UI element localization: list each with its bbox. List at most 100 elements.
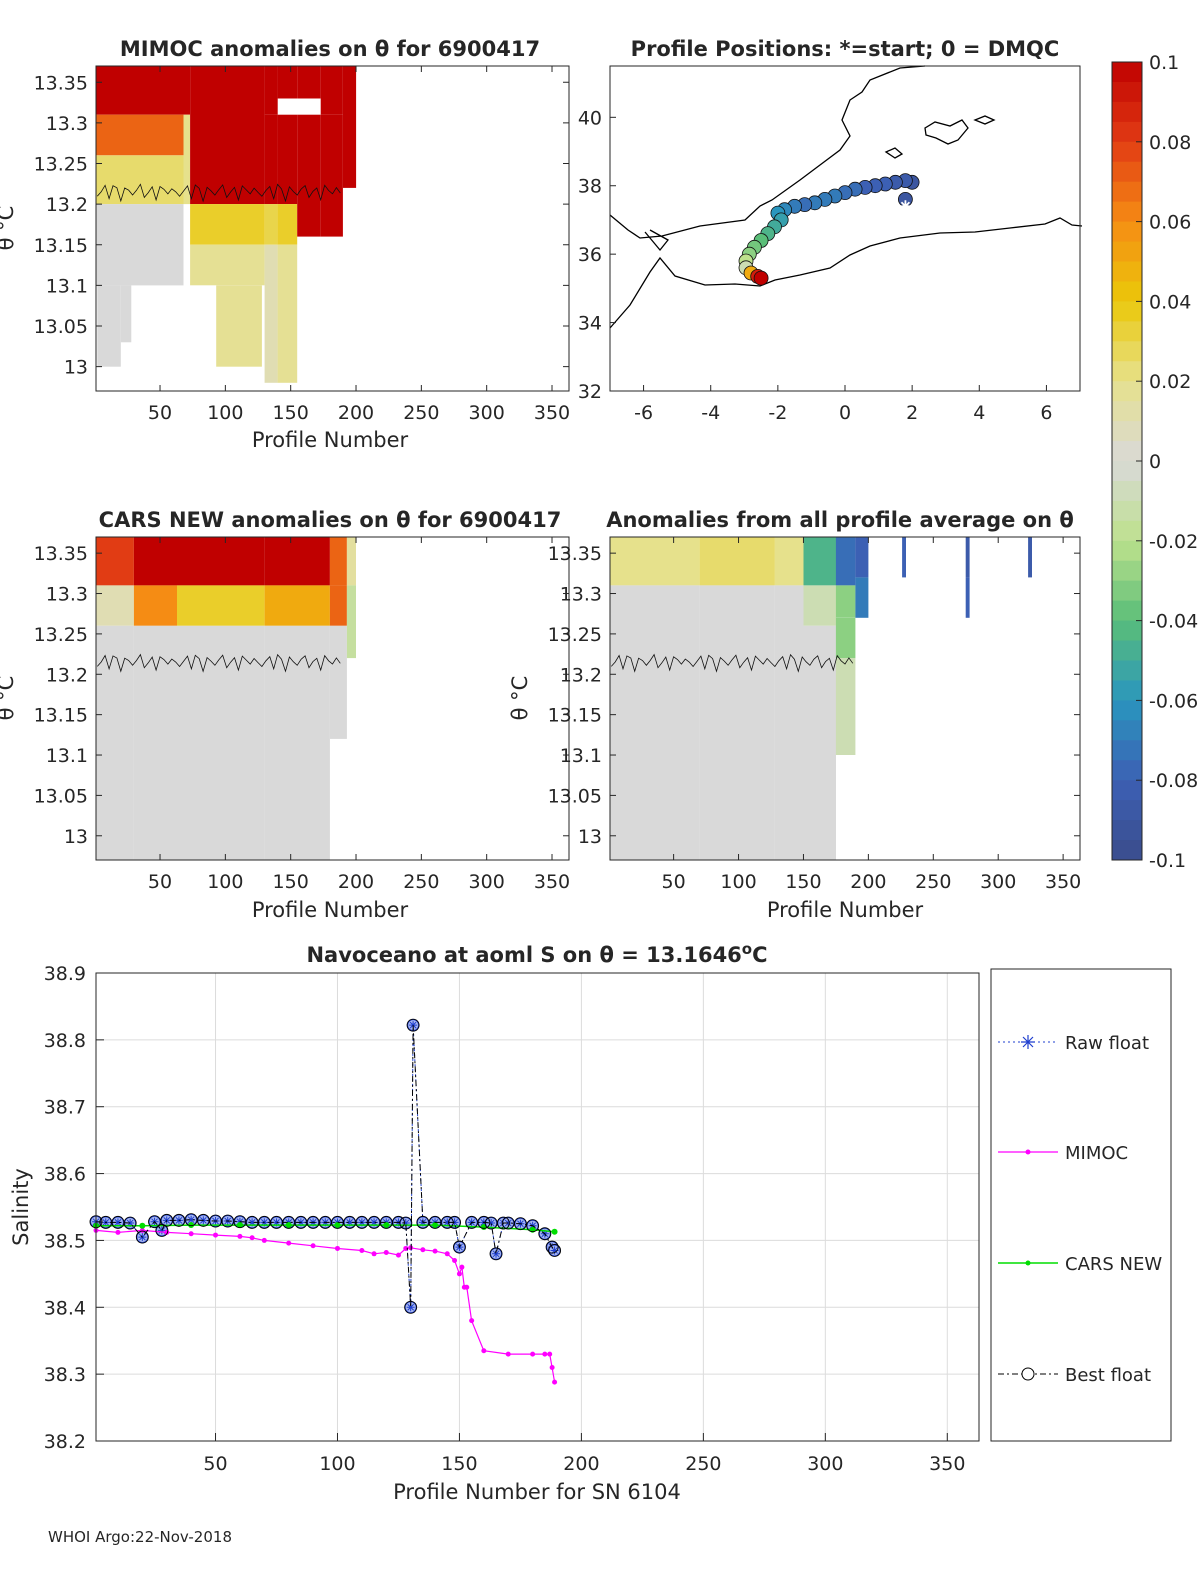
- positions-panel-title: Profile Positions: *=start; 0 = DMQC: [631, 37, 1060, 61]
- best-float-point: [548, 1244, 562, 1257]
- colorbar-cell: [1112, 480, 1142, 502]
- mimoc-point: [237, 1233, 243, 1239]
- profile-average-xtick-label: 50: [662, 871, 686, 893]
- legend-raw-float-label: Raw float: [1065, 1033, 1149, 1054]
- colorbar-tick-label: -0.1: [1149, 850, 1186, 872]
- island-ibiza: [884, 147, 904, 159]
- cars-xtick-label: 100: [207, 871, 243, 893]
- salinity-xtick-label: 300: [807, 1453, 843, 1475]
- mimoc-xtick-label: 300: [469, 402, 505, 424]
- best-float-point: [538, 1227, 552, 1241]
- mimoc-cell: [190, 204, 265, 245]
- best-float-point: [513, 1217, 527, 1231]
- raw-float-star: [450, 1218, 459, 1227]
- colorbar: 0.1 0.08 0.06 0.04 0.02 0 -0.02 -0.04 -0.06 -0.08…: [1111, 52, 1198, 872]
- raw-float-star: [370, 1218, 379, 1227]
- salinity-ytick-label: 38.8: [44, 1030, 86, 1052]
- mimoc-point: [456, 1271, 462, 1277]
- mimoc-panel-title: MIMOC anomalies on θ for 6900417: [120, 37, 540, 61]
- raw-float-star: [492, 1249, 501, 1258]
- colorbar-cell: [1112, 540, 1142, 562]
- cars-new-point: [188, 1222, 195, 1229]
- mimoc-point: [552, 1379, 558, 1385]
- cars-cell: [133, 585, 177, 626]
- colorbar-cell: [1112, 600, 1142, 622]
- colorbar-cell: [1112, 361, 1142, 382]
- colorbar-cell: [1112, 780, 1142, 801]
- raw-float-star: [272, 1218, 281, 1227]
- cars-xtick-label: 350: [534, 871, 570, 893]
- cars-cell: [346, 585, 356, 659]
- colorbar-tick-label: 0.06: [1149, 212, 1191, 234]
- cars-ytick-label: 13.25: [34, 624, 88, 646]
- legend-raw-float-marker: [1021, 1035, 1035, 1049]
- cars-new-point: [334, 1222, 341, 1229]
- positions-ytick-label: 36: [578, 244, 602, 266]
- cars-cell: [133, 625, 177, 860]
- mimoc-point: [505, 1351, 511, 1357]
- salinity-ytick-label: 38.9: [44, 963, 86, 985]
- colorbar-tick-label: 0.1: [1149, 52, 1179, 74]
- cars-cell: [96, 585, 134, 626]
- mimoc-cell: [216, 285, 262, 367]
- cars-cell: [264, 585, 330, 626]
- positions-ytick-label: 40: [578, 107, 602, 129]
- best-float-point: [526, 1219, 540, 1233]
- profile-average-cell: [965, 537, 970, 578]
- profile-average-xtick-label: 300: [980, 871, 1016, 893]
- raw-float-star: [248, 1218, 257, 1227]
- cars-new-point: [432, 1222, 439, 1229]
- colorbar-tick-label: -0.06: [1149, 690, 1198, 712]
- mimoc-point: [286, 1240, 292, 1246]
- colorbar-cell: [1112, 301, 1142, 322]
- salinity-xtick-label: 150: [441, 1453, 477, 1475]
- salinity-ylabel: Salinity: [9, 1168, 33, 1246]
- colorbar-cell: [1112, 161, 1142, 183]
- mimoc-ytick-label: 13.25: [34, 154, 88, 176]
- salinity-ticks: 50 100 150 200 250 300 350 38.2 38.3 38.4 38.5 38.6…: [44, 963, 966, 1475]
- profile-average-xtick-label: 200: [850, 871, 886, 893]
- salinity-grid: [96, 972, 979, 1442]
- footer-credit: WHOI Argo:22-Nov-2018: [48, 1528, 232, 1546]
- colorbar-cell: [1112, 640, 1142, 661]
- mimoc-ytick-label: 13.2: [46, 194, 88, 216]
- salinity-ytick-label: 38.2: [44, 1431, 86, 1453]
- positions-xtick-label: -6: [634, 402, 653, 424]
- start-marker: [899, 200, 912, 213]
- colorbar-cell: [1112, 81, 1142, 103]
- mimoc-point: [420, 1247, 426, 1253]
- island-mallorca: [924, 119, 969, 145]
- profile-average-xlabel: Profile Number: [767, 898, 924, 922]
- positions-xtick-label: 4: [973, 402, 985, 424]
- legend-mimoc-marker: [1025, 1149, 1031, 1155]
- mimoc-ytick-label: 13.3: [46, 113, 88, 135]
- best-float-point: [448, 1215, 462, 1229]
- mimoc-cell: [277, 244, 298, 383]
- colorbar-cell: [1112, 500, 1142, 522]
- mimoc-point: [310, 1243, 316, 1249]
- profile-average-ytick-label: 13.25: [548, 624, 602, 646]
- positions-ytick-label: 32: [578, 381, 602, 403]
- profile-average-ticks: 50 100 150 200 250 300 350 13.35 13.3 13.25 13.2 13…: [548, 537, 1081, 893]
- mimoc-cell: [343, 66, 357, 188]
- cars-new-point: [551, 1228, 558, 1235]
- cars-ytick-label: 13.3: [46, 584, 88, 606]
- mimoc-axes-box: [95, 65, 570, 392]
- mimoc-point: [371, 1251, 377, 1257]
- legend-items: Raw float MIMOC CARS NEW Best float: [998, 1033, 1162, 1386]
- mimoc-ticks: 50 100 150 200 250 300 350 13.35 13.3 13.25 13.2 13…: [34, 66, 570, 424]
- profile-average-cell: [803, 537, 836, 586]
- mimoc-anomaly-panel: MIMOC anomalies on θ for 6900417 50 100 15…: [0, 37, 570, 452]
- mimoc-point: [549, 1364, 555, 1370]
- colorbar-cell: [1112, 281, 1142, 302]
- mimoc-cell: [96, 66, 184, 115]
- mimoc-cell: [264, 114, 278, 205]
- mimoc-point: [115, 1229, 121, 1235]
- profile-average-cell: [835, 585, 856, 618]
- mimoc-point: [444, 1251, 450, 1257]
- raw-float-star: [443, 1218, 452, 1227]
- colorbar-cell: [1112, 520, 1142, 542]
- salinity-xtick-label: 250: [685, 1453, 721, 1475]
- cars-panel-title: CARS NEW anomalies on θ for 6900417: [99, 508, 562, 532]
